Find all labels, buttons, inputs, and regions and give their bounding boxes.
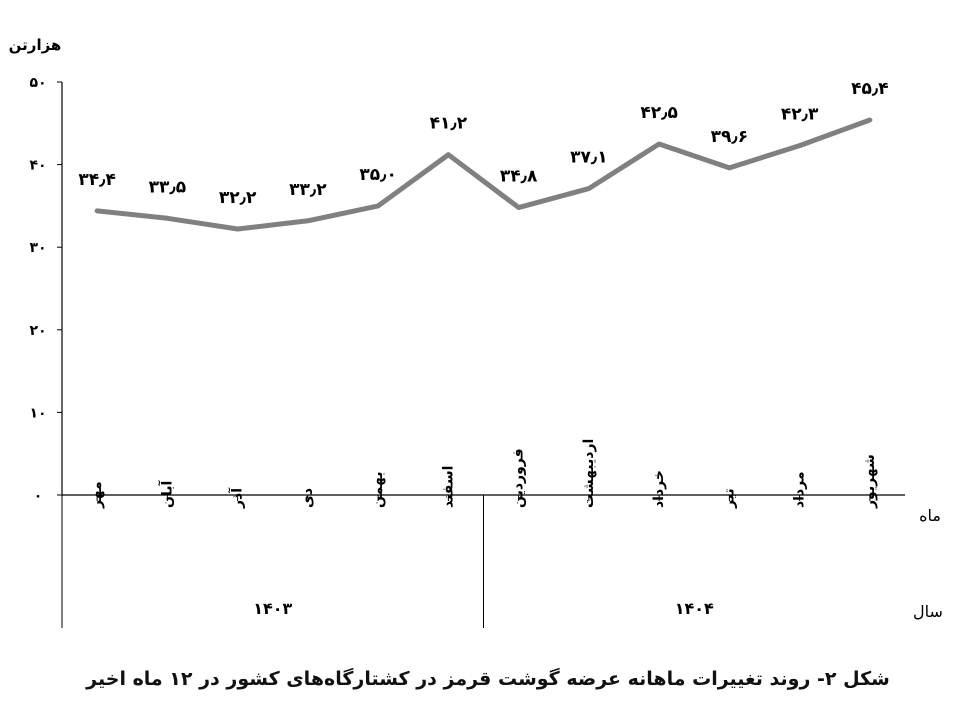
x-tick-label: آذر [228,487,246,509]
x-tick-label: فروردین [511,448,527,508]
x-tick-label: اسفند [440,466,456,508]
y-tick-label: ۱۰ [29,405,46,421]
y-axis-label: هزارتن [9,36,62,54]
month-row-label: ماه [919,506,941,525]
year-label: ۱۴۰۳ [253,599,292,618]
data-label: ۳۵٫۰ [359,165,396,185]
line-chart: هزارتن ۰ ۱۰ ۲۰ ۳۰ ۴۰ ۵۰ ۳۴٫۴ ۳۳٫۵ ۳۲٫۲ ۳۳٫۲ ۳۵٫۰ ۴… [9,36,943,628]
figure-caption: شکل ۲- روند تغییرات ماهانه عرضه گوشت قرم… [86,668,890,690]
data-label: ۴۵٫۴ [851,79,888,99]
data-label: ۳۹٫۶ [711,127,748,147]
y-tick-label: ۴۰ [29,158,46,174]
x-tick-label: تیر [721,488,737,509]
x-tick-label: مرداد [792,471,808,508]
x-tick-label: آبان [157,480,175,508]
data-label: ۳۳٫۲ [289,180,327,200]
data-label: ۳۴٫۴ [78,170,115,190]
y-tick-label: ۲۰ [29,323,46,339]
x-tick-label: اردیبهشت [581,439,597,508]
data-label: ۳۴٫۸ [500,167,538,187]
x-tick-label: شهریور [862,454,878,509]
y-tick-label: ۵۰ [29,75,46,91]
x-tick-label: مهر [89,481,105,509]
y-tick-label: ۰ [34,488,43,504]
series-line [94,117,873,232]
year-row-label: سال [913,602,943,621]
data-label: ۳۲٫۲ [219,188,257,208]
data-label: ۳۷٫۱ [570,148,607,168]
x-tick-label: خرداد [651,470,667,508]
year-label: ۱۴۰۴ [675,599,714,618]
data-label: ۴۱٫۲ [430,114,468,134]
x-tick-label: بهمن [370,472,386,508]
data-label: ۴۲٫۳ [781,105,819,125]
data-label: ۴۲٫۵ [640,103,677,123]
y-tick-label: ۳۰ [29,240,46,256]
x-tick-label: دی [300,488,316,508]
data-label: ۳۳٫۵ [149,177,186,197]
